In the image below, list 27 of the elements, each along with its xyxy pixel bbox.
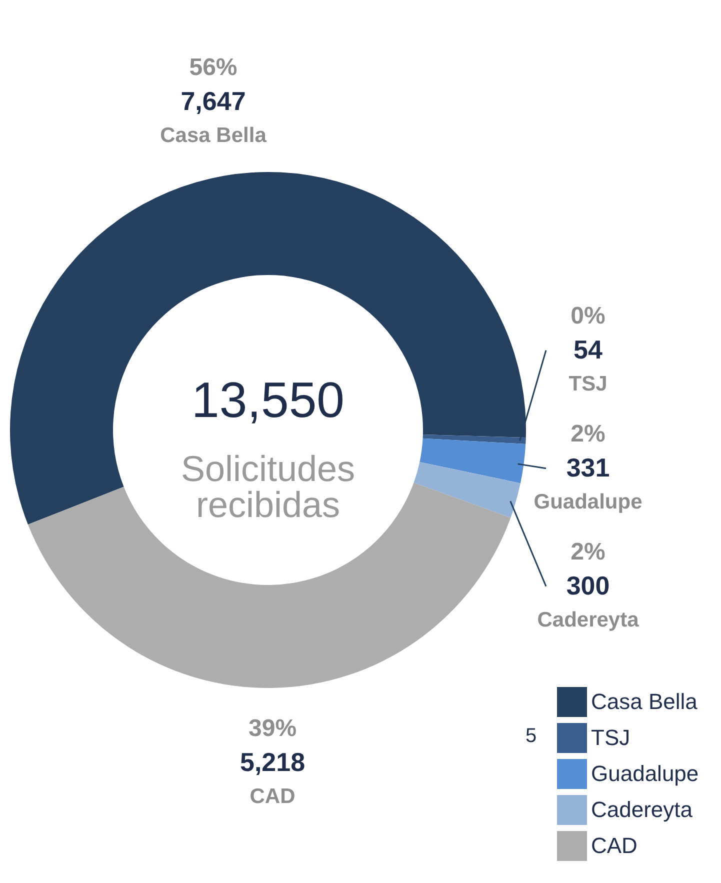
slice-label: CAD [250, 784, 296, 808]
text: 5 [525, 725, 537, 747]
donut-slice [28, 482, 511, 688]
donut-slice [414, 462, 520, 518]
text: 13,550 [192, 372, 344, 428]
legend-label: Cadereyta [591, 797, 694, 822]
slice-label: Cadereyta [537, 608, 640, 632]
data-label: 300 [566, 570, 610, 600]
data-label: 7,647 [180, 86, 246, 116]
text: 0% [570, 302, 606, 330]
text: 56% [189, 54, 238, 81]
slice-label: Casa Bella [160, 124, 267, 147]
legend-label: TSJ [591, 725, 630, 750]
data-label: 5,218 [240, 746, 306, 777]
slice-label: TSJ [568, 372, 608, 396]
text: 39% [248, 714, 297, 742]
slice-label: Guadalupe [534, 490, 642, 514]
text: Solicitudes recibidas [180, 448, 356, 525]
text: 2% [570, 538, 606, 566]
text: 2% [570, 420, 606, 448]
data-label: 54 [574, 334, 603, 364]
legend-label: Casa Bella [591, 689, 698, 714]
donut-slice [420, 438, 526, 484]
legend-label: CAD [591, 833, 638, 858]
legend-label: Guadalupe [591, 761, 699, 786]
data-label: 331 [566, 452, 610, 482]
donut-slice [422, 434, 526, 444]
